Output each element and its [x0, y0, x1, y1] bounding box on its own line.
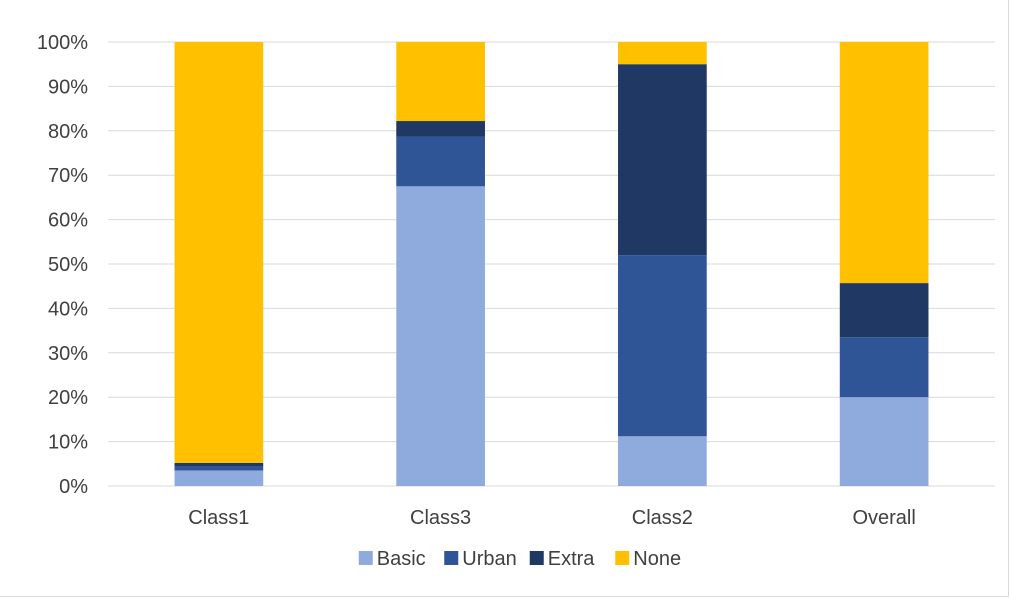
x-tick-label: Class2 — [632, 507, 693, 529]
x-tick-label: Class1 — [188, 507, 249, 529]
legend-swatch-urban — [444, 551, 459, 565]
y-tick-label: 10% — [48, 432, 88, 454]
x-tick-label: Overall — [852, 507, 915, 529]
legend-swatch-basic — [358, 551, 373, 565]
bar-segment-basic-class2 — [618, 436, 707, 486]
y-tick-label: 100% — [37, 32, 88, 54]
bar-segment-none-class3 — [396, 42, 485, 122]
bar-segment-extra-class1 — [174, 462, 264, 467]
legend-swatch-extra — [529, 551, 544, 565]
bar-segment-basic-overall — [839, 397, 929, 486]
legend: Basic Urban Extra None — [358, 548, 681, 570]
y-tick-label: 0% — [59, 476, 88, 498]
bar-segment-urban-class2 — [618, 255, 707, 437]
y-tick-label: 40% — [48, 298, 88, 320]
bar-segment-none-class2 — [618, 42, 707, 65]
y-tick-label: 30% — [48, 343, 88, 365]
legend-label-basic: Basic — [377, 548, 426, 570]
x-axis-labels: Class1 Class3 Class2 Overall — [188, 507, 916, 529]
legend-label-urban: Urban — [462, 548, 516, 570]
y-tick-label: 60% — [48, 210, 88, 232]
y-tick-label: 20% — [48, 387, 88, 409]
bar-segment-extra-class2 — [618, 64, 707, 256]
bar-segment-none-class1 — [174, 42, 264, 463]
bar-segment-extra-overall — [839, 283, 929, 338]
legend-swatch-none — [615, 551, 630, 565]
y-tick-label: 80% — [48, 121, 88, 143]
y-tick-label: 70% — [48, 165, 88, 187]
legend-label-extra: Extra — [548, 548, 596, 570]
bar-segment-urban-class3 — [396, 136, 485, 187]
bar-segment-basic-class3 — [396, 186, 485, 487]
bar-segment-extra-class3 — [396, 121, 485, 137]
bar-segment-urban-class1 — [174, 466, 264, 471]
y-axis-labels: 0% 10% 20% 30% 40% 50% 60% 70% 80% 90% 100% — [37, 32, 88, 498]
legend-label-none: None — [633, 548, 681, 570]
bar-segment-urban-overall — [839, 337, 929, 398]
x-tick-label: Class3 — [410, 507, 471, 529]
y-tick-label: 50% — [48, 254, 88, 276]
bar-segment-basic-class1 — [174, 470, 264, 486]
bars — [174, 42, 929, 487]
bar-segment-none-overall — [839, 42, 929, 284]
y-tick-label: 90% — [48, 76, 88, 98]
